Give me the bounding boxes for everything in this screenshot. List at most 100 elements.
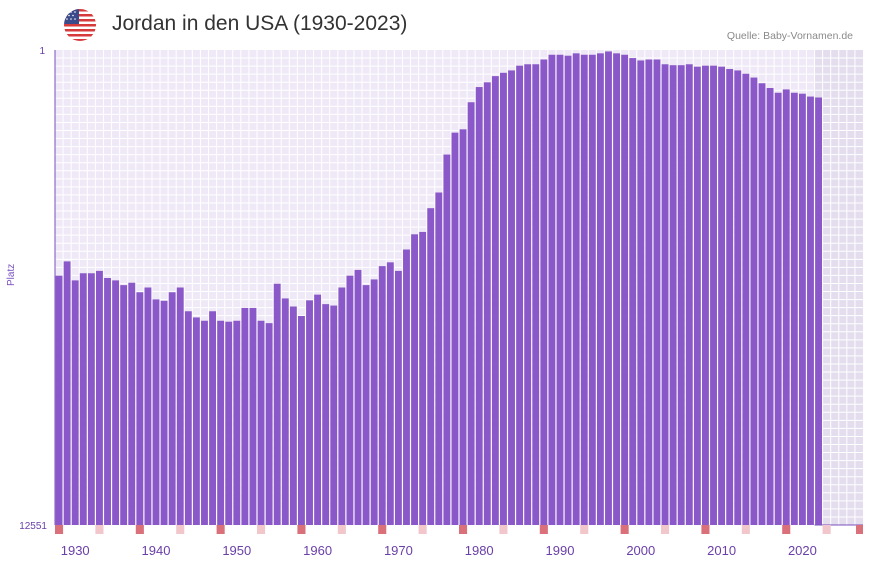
x-tick-label: 1950 — [222, 543, 251, 558]
decade-marker-light — [337, 525, 346, 534]
y-tick-label: 1 — [39, 46, 45, 57]
bar — [669, 65, 677, 525]
bar — [508, 70, 515, 526]
bar — [378, 266, 386, 525]
bar — [435, 192, 443, 525]
bar — [451, 132, 459, 525]
bar — [532, 64, 540, 525]
decade-marker-light — [661, 525, 670, 534]
bar — [774, 92, 782, 525]
bar — [192, 317, 200, 525]
bar — [306, 300, 313, 525]
us-flag-icon — [64, 9, 96, 41]
bar — [605, 51, 612, 526]
bar — [354, 269, 362, 525]
bar — [144, 287, 152, 525]
bar — [55, 275, 63, 525]
bar — [217, 320, 225, 525]
bar — [758, 83, 766, 525]
x-tick-label: 1970 — [384, 543, 413, 558]
bar — [718, 66, 726, 525]
bar — [346, 275, 354, 525]
bar — [677, 65, 685, 525]
bar — [815, 97, 822, 525]
bar — [330, 305, 338, 525]
grid-lines — [55, 50, 863, 525]
bar — [637, 60, 645, 525]
decade-marker-light — [257, 525, 266, 534]
x-tick-label: 2010 — [707, 543, 736, 558]
bar — [249, 307, 257, 525]
bar — [289, 306, 297, 525]
bar — [645, 59, 653, 525]
bar — [241, 307, 249, 525]
bar — [225, 321, 233, 525]
bar — [524, 64, 532, 525]
chart-title: Jordan in den USA (1930-2023) — [112, 12, 408, 35]
bar — [104, 278, 111, 525]
bar — [613, 53, 620, 525]
bar — [734, 70, 742, 526]
decade-marker — [539, 525, 548, 534]
bar — [265, 323, 273, 525]
bar — [427, 208, 435, 526]
bar — [403, 249, 410, 525]
decade-marker-light — [580, 525, 589, 534]
bar — [152, 299, 160, 525]
bar — [273, 283, 281, 525]
bar — [176, 287, 184, 525]
chart-header: Jordan in den USA (1930-2023) Quelle: Ba… — [0, 0, 873, 48]
bar — [168, 292, 176, 525]
decade-marker — [297, 525, 306, 534]
bar — [322, 304, 330, 525]
bar — [661, 64, 669, 525]
bar — [314, 294, 322, 525]
bar — [621, 54, 629, 525]
bar — [459, 129, 467, 525]
source-link[interactable]: Quelle: Baby-Vornamen.de — [726, 30, 853, 42]
bar — [710, 65, 717, 526]
bar — [184, 311, 192, 525]
bar — [702, 65, 709, 526]
bar — [596, 53, 604, 525]
bar — [588, 54, 596, 525]
decade-marker — [856, 525, 863, 534]
decade-marker-light — [176, 525, 185, 534]
bar — [653, 59, 661, 525]
bar — [298, 316, 305, 525]
x-tick-label: 1960 — [303, 543, 332, 558]
bar — [443, 154, 451, 525]
decade-marker-light — [822, 525, 831, 534]
bar — [475, 87, 483, 526]
bar — [483, 82, 491, 526]
decade-marker — [135, 525, 144, 534]
decade-markers — [55, 525, 863, 534]
bar — [516, 65, 524, 526]
bar — [419, 231, 427, 526]
bar — [693, 66, 701, 525]
decade-marker-light — [418, 525, 427, 534]
bar — [500, 72, 507, 526]
decade-marker-light — [499, 525, 508, 534]
tick-labels: 1 12551 1930 1940 1950 1960 1970 1980 1990 2000 20… — [19, 46, 817, 558]
bar — [629, 58, 637, 525]
bar — [790, 92, 798, 525]
bar — [386, 262, 394, 525]
bar — [782, 89, 790, 526]
bar — [467, 102, 475, 525]
x-tick-label: 1990 — [546, 543, 575, 558]
decade-marker — [55, 525, 64, 534]
bar — [548, 54, 556, 525]
bar — [564, 55, 572, 525]
decade-marker — [378, 525, 387, 534]
bar — [96, 270, 103, 525]
bar — [685, 64, 693, 525]
bar — [201, 320, 208, 525]
x-tick-label: 1980 — [465, 543, 494, 558]
decade-marker-light — [741, 525, 750, 534]
bar — [394, 270, 402, 525]
bar — [257, 320, 265, 525]
bar — [556, 54, 564, 525]
bar — [807, 96, 814, 526]
